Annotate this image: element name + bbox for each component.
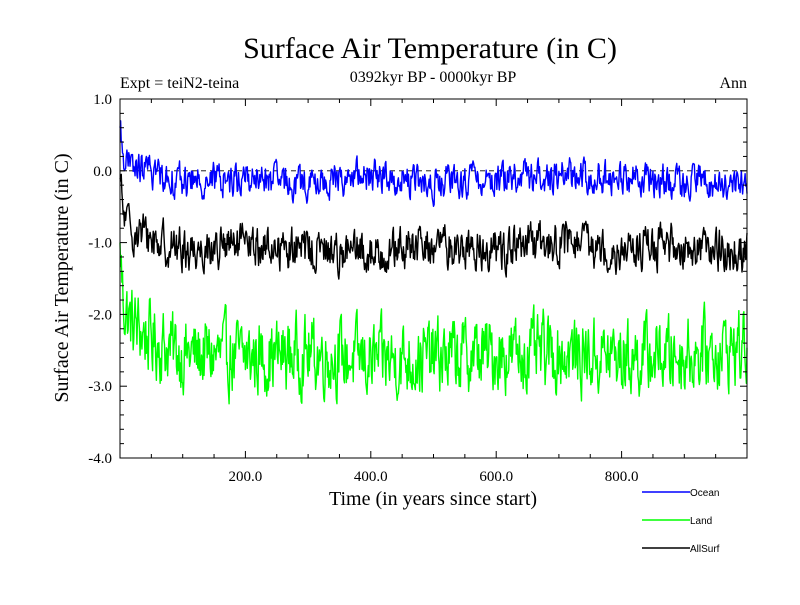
x-tick-label: 400.0 [354, 469, 388, 485]
x-tick-label: 600.0 [479, 469, 513, 485]
series-line-allsurf [119, 173, 748, 280]
y-axis-label: Surface Air Temperature (in C) [51, 153, 73, 402]
chart-title: Surface Air Temperature (in C) [243, 32, 617, 65]
experiment-label: Expt = teiN2-teina [120, 75, 239, 92]
y-tick-label: -3.0 [88, 379, 112, 395]
legend-label-ocean: Ocean [690, 488, 719, 499]
x-tick-label: 200.0 [229, 469, 263, 485]
plot-frame [119, 98, 748, 459]
y-tick-label: -1.0 [88, 236, 112, 252]
series-line-ocean [119, 120, 748, 208]
time-range-label: 0392kyr BP - 0000kyr BP [350, 69, 517, 86]
plot-area: 200.0 400.0 600.0 800.0 1.0 0.0 -1.0 -2.0 -3.0 -4… [88, 92, 748, 485]
y-tick-label: 0.0 [93, 164, 112, 180]
y-tick-label: -2.0 [88, 307, 112, 323]
y-tick-label: -4.0 [88, 451, 112, 467]
x-tick-label: 800.0 [605, 469, 639, 485]
x-axis-label: Time (in years since start) [329, 488, 537, 510]
season-label: Ann [719, 75, 747, 92]
series-line-land [119, 242, 748, 405]
y-tick-label: 1.0 [93, 92, 112, 108]
legend-label-land: Land [690, 516, 712, 527]
legend: Ocean Land AllSurf [642, 488, 720, 555]
legend-label-allsurf: AllSurf [690, 544, 720, 555]
